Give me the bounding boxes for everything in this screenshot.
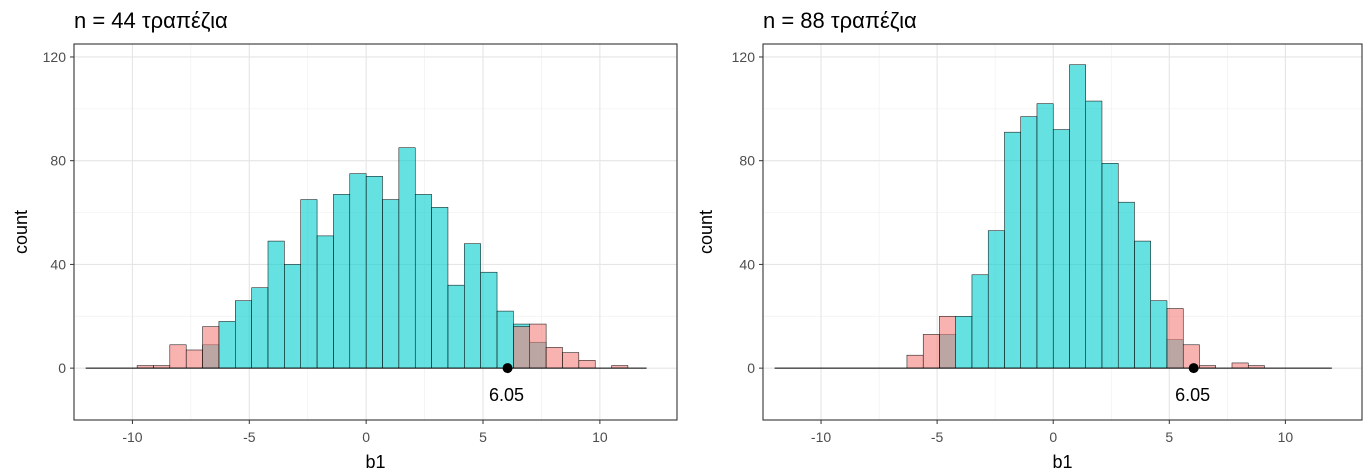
histogram-chart-2: 6.05 -10 -5 0 5 10 0 40 80 120 b1 count n = 88 τραπέ… [696,8,1363,472]
histogram-chart-1: 6.05 -10 -5 0 5 10 0 40 80 120 b1 count n = 44 τραπέ… [11,8,678,472]
chart2-bar [1036,103,1054,369]
chart2-y-tick-label: 40 [739,256,755,272]
chart2-bar [1101,163,1119,369]
chart1-x-tick-label: 0 [362,429,370,445]
chart1-bar [349,173,367,369]
chart2-bar [906,354,924,369]
chart1-bar [284,264,301,369]
chart1-bar [169,344,187,369]
chart2-x-tick-label: 10 [1278,429,1294,445]
chart1-bar [464,243,481,369]
chart1-y-tick-label: 0 [58,360,66,376]
chart2-sample-point [1188,363,1199,374]
chart2-bar [1134,240,1151,369]
chart1-sample-point [502,363,513,374]
chart1-x-tick-label: -5 [243,429,256,445]
chart2-bar [1117,201,1135,369]
chart2-bar [1052,129,1070,369]
chart2-series-red [906,308,1265,369]
chart1-bar [382,199,400,369]
chart-panel-2: 6.05 -10 -5 0 5 10 0 40 80 120 b1 count n = 88 τραπέ… [685,0,1370,476]
chart2-bar [1085,100,1103,369]
chart1-series-red [136,323,629,369]
chart1-bar [447,284,465,369]
chart2-bar [939,316,956,369]
chart2-sample-point-label: 6.05 [1175,385,1210,405]
chart1-panel-border [73,43,678,421]
chart1-bar [267,240,285,369]
chart2-x-tick-label: -5 [931,429,944,445]
chart1-x-axis-title: b1 [365,452,385,472]
chart2-x-tick-label: 0 [1049,429,1057,445]
chart2-panel-border [762,43,1363,421]
chart2-x-tick-label: 5 [1165,429,1173,445]
chart2-bar [1166,308,1184,369]
chart1-bar [545,347,563,369]
chart1-bar [251,287,269,369]
chart2-bar [1004,131,1021,369]
chart1-bar [333,194,351,369]
chart1-y-tick-label: 120 [43,49,67,65]
chart1-bar [202,326,220,369]
chart2-x-tick-label: -10 [811,429,831,445]
chart1-bar [480,271,498,369]
chart1-bar [235,300,252,369]
chart2-bar [955,316,973,369]
chart1-y-tick-label: 40 [50,256,66,272]
chart1-bar [529,323,547,369]
chart2-y-tick-label: 120 [732,49,756,65]
chart2-bar [1069,64,1086,369]
chart1-bar [398,147,416,369]
chart1-bar [578,360,596,369]
chart2-bar [1020,116,1038,369]
chart-panel-1: 6.05 -10 -5 0 5 10 0 40 80 120 b1 count n = 44 τραπέ… [11,8,678,472]
chart1-sample-point-label: 6.05 [489,385,524,405]
chart1-y-tick-label: 80 [50,153,66,169]
chart1-x-tick-label: 10 [592,429,608,445]
chart1-bar [513,326,531,369]
chart1-y-axis-title: count [11,210,31,254]
chart2-chart-title: n = 88 τραπέζια [763,8,917,33]
chart1-bar [300,199,318,369]
chart2-y-axis-title: count [696,210,716,254]
chart2-axis-ticks [759,56,1286,424]
chart1-bar [218,321,236,369]
chart2-bar [1231,362,1249,369]
chart2-y-tick-label: 0 [747,360,755,376]
chart1-chart-title: n = 44 τραπέζια [74,8,228,33]
chart2-bar [971,274,989,369]
chart1-bar [562,352,580,369]
chart1-bar [316,235,334,369]
chart1-axis-ticks [70,56,601,424]
chart2-bar [987,230,1005,369]
chart1-series-cyan [202,147,547,369]
chart1-bar [496,310,514,369]
chart2-y-tick-label: 80 [739,153,755,169]
chart2-x-axis-title: b1 [1052,452,1072,472]
chart2-bar [922,334,940,369]
chart1-bar [185,349,203,369]
chart1-x-tick-label: -10 [122,429,142,445]
chart2-bar [1150,300,1168,369]
chart1-bar [431,207,449,369]
chart1-bar [365,175,383,369]
chart1-x-tick-label: 5 [479,429,487,445]
chart1-bar [414,194,432,369]
